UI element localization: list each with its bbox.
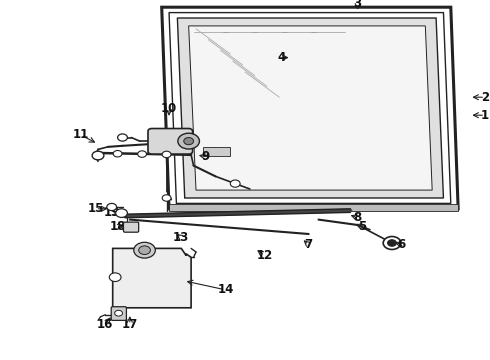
Circle shape <box>92 151 104 160</box>
Text: 12: 12 <box>256 249 273 262</box>
Text: 14: 14 <box>217 283 234 296</box>
Text: 18: 18 <box>109 220 126 233</box>
Circle shape <box>230 180 240 187</box>
Polygon shape <box>169 204 458 211</box>
Text: 4: 4 <box>278 51 286 64</box>
Circle shape <box>388 240 396 246</box>
Circle shape <box>134 242 155 258</box>
Text: 16: 16 <box>97 318 114 330</box>
Circle shape <box>115 310 122 316</box>
Circle shape <box>109 273 121 282</box>
Text: 19: 19 <box>103 206 120 219</box>
Bar <box>203 147 230 156</box>
Text: 5: 5 <box>359 220 367 233</box>
Text: 13: 13 <box>173 231 190 244</box>
Text: 1: 1 <box>481 109 489 122</box>
Polygon shape <box>177 18 443 198</box>
Circle shape <box>184 138 194 145</box>
Text: 9: 9 <box>202 150 210 163</box>
FancyBboxPatch shape <box>148 129 193 154</box>
Circle shape <box>113 150 122 157</box>
Text: 6: 6 <box>398 238 406 251</box>
Circle shape <box>178 133 199 149</box>
Text: 10: 10 <box>161 102 177 114</box>
Circle shape <box>107 203 117 211</box>
Text: 2: 2 <box>481 91 489 104</box>
FancyBboxPatch shape <box>111 307 126 320</box>
Circle shape <box>118 134 127 141</box>
Circle shape <box>162 151 171 158</box>
FancyBboxPatch shape <box>123 222 139 232</box>
Circle shape <box>139 246 150 255</box>
Text: 17: 17 <box>122 318 138 331</box>
Text: 11: 11 <box>73 129 89 141</box>
Circle shape <box>138 151 147 157</box>
Polygon shape <box>189 26 432 190</box>
Circle shape <box>162 195 171 201</box>
Circle shape <box>116 209 127 217</box>
Circle shape <box>383 237 401 249</box>
Text: 7: 7 <box>305 238 313 251</box>
Text: 8: 8 <box>354 211 362 224</box>
Text: 3: 3 <box>354 0 362 10</box>
Text: 15: 15 <box>87 202 104 215</box>
Polygon shape <box>113 248 191 308</box>
